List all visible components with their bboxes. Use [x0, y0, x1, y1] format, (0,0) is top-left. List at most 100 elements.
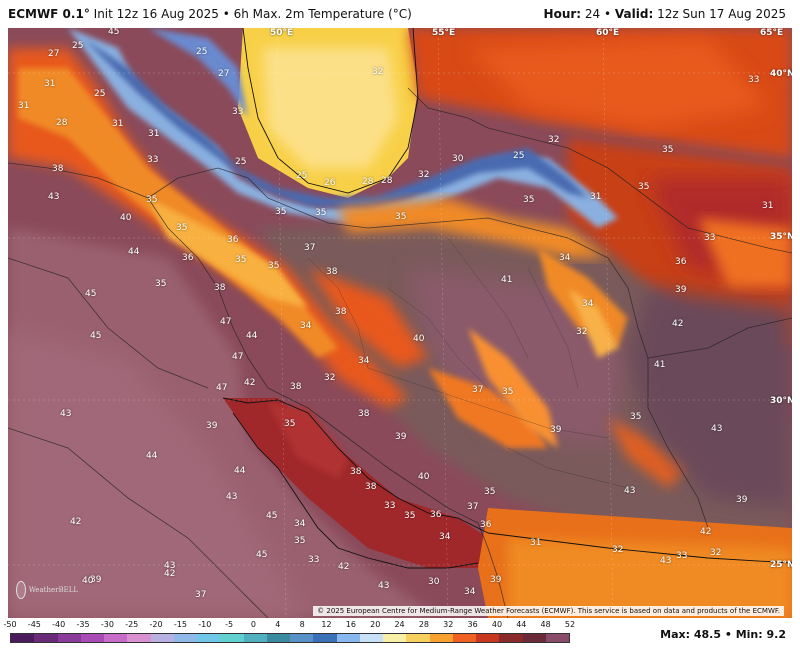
lat-label-35n: 35°N — [770, 232, 792, 242]
temp-label: 38 — [290, 382, 302, 392]
temp-label: 26 — [324, 178, 336, 188]
temp-label: 35 — [502, 387, 514, 397]
temp-label: 35 — [315, 208, 327, 218]
temp-label: 32 — [324, 373, 336, 383]
temp-label: 39 — [550, 425, 562, 435]
colorbar-swatch — [220, 634, 244, 642]
temp-label: 35 — [404, 511, 416, 521]
temp-label: 25 — [235, 157, 247, 167]
colorbar-swatch — [313, 634, 337, 642]
province-borders — [307, 237, 629, 489]
temp-label: 38 — [335, 307, 347, 317]
colorbar-tick-label: 20 — [370, 620, 381, 629]
temp-label: 42 — [338, 562, 350, 572]
temp-label: 35 — [484, 487, 496, 497]
colorbar-tick-label: 44 — [516, 620, 527, 629]
colorbar-swatch — [11, 634, 35, 642]
temp-label: 42 — [672, 319, 684, 329]
colorbar-tick-label: 4 — [275, 620, 281, 629]
valid-time: 12z Sun 17 Aug 2025 — [657, 7, 786, 21]
temp-label: 28 — [381, 176, 393, 186]
temp-label: 37 — [467, 502, 479, 512]
temp-label: 35 — [284, 419, 296, 429]
colorbar-swatch — [359, 634, 383, 642]
temperature-map[interactable]: 50°E 55°E 60°E 65°E 40°N 35°N 30°N 25°N … — [8, 28, 792, 618]
temp-label: 45 — [108, 28, 120, 37]
temp-label: 34 — [358, 356, 370, 366]
colorbar-tick-label: 0 — [250, 620, 257, 629]
lon-label-60e: 60°E — [596, 28, 620, 38]
temp-label: 45 — [256, 550, 268, 560]
colorbar-tick-label: -10 — [198, 620, 212, 629]
temp-label: 32 — [576, 327, 588, 337]
colorbar-tick-label: -45 — [27, 620, 41, 629]
temp-label: 45 — [266, 511, 278, 521]
temp-label: 43 — [60, 409, 72, 419]
temp-label: 31 — [112, 119, 124, 129]
header-right: Hour: 24 • Valid: 12z Sun 17 Aug 2025 — [543, 7, 786, 21]
colorbar-swatch — [429, 634, 453, 642]
temp-label: 40 — [413, 334, 425, 344]
colorbar-tick-label: 8 — [299, 620, 305, 629]
temp-label: 33 — [308, 555, 320, 565]
temp-label: 31 — [762, 201, 774, 211]
init-time: Init 12z 16 Aug 2025 — [93, 7, 219, 21]
temp-label: 42 — [70, 517, 82, 527]
colorbar-swatch — [476, 634, 500, 642]
temp-label: 38 — [350, 467, 362, 477]
temperature-field — [8, 28, 792, 618]
valid-label: Valid: — [614, 7, 654, 21]
colorbar-swatch — [150, 634, 174, 642]
temp-label: 44 — [128, 247, 140, 257]
min-value: 9.2 — [766, 628, 787, 641]
temperature-colorbar: -50 -45 -40 -35 -30 -25 -20 -15 -10 -5 0 4 8 12 16 20 24… — [3, 620, 575, 650]
temp-label: 42 — [164, 569, 176, 579]
temp-label: 34 — [464, 587, 476, 597]
temp-label: 25 — [94, 89, 106, 99]
temp-label: 42 — [700, 527, 712, 537]
temp-label: 35 — [275, 207, 287, 217]
colorbar-swatch — [266, 634, 290, 642]
colorbar-swatch — [499, 634, 523, 642]
temp-label: 35 — [176, 223, 188, 233]
colorbar-tick-label: 40 — [491, 620, 503, 629]
min-label: Min: — [735, 628, 763, 641]
colorbar-swatch — [197, 634, 221, 642]
temp-label: 40 — [82, 576, 94, 586]
temp-label: 35 — [662, 145, 674, 155]
colorbar-tick-label: 24 — [394, 620, 405, 629]
colorbar-tick-label: -50 — [3, 620, 17, 629]
temp-label: 35 — [395, 212, 407, 222]
lat-label-25n: 25°N — [770, 560, 792, 570]
temp-label: 38 — [365, 482, 377, 492]
temp-label: 39 — [206, 421, 218, 431]
lon-label-55e: 55°E — [432, 28, 456, 38]
coastlines — [222, 28, 792, 569]
temp-label: 25 — [296, 171, 308, 181]
colorbar-tick-label: -20 — [149, 620, 163, 629]
colorbar-tick-label: -5 — [225, 620, 234, 629]
logo-text: WeatherBELL — [28, 586, 78, 594]
temp-label: 35 — [630, 412, 642, 422]
colorbar-swatch — [452, 634, 476, 642]
temp-label: 44 — [246, 331, 258, 341]
temp-label: 37 — [195, 590, 207, 600]
temp-label: 33 — [232, 107, 244, 117]
colorbar-tick-label: -25 — [125, 620, 139, 629]
temp-label: 35 — [146, 195, 158, 205]
temp-label: 25 — [196, 47, 208, 57]
temp-label: 34 — [582, 299, 594, 309]
temp-label: 42 — [244, 378, 256, 388]
temp-label: 36 — [480, 520, 492, 530]
colorbar-tick-label: 48 — [540, 620, 551, 629]
colorbar-tick-label: -15 — [173, 620, 187, 629]
temp-label: 43 — [624, 486, 636, 496]
lon-label-50e: 50°E — [270, 28, 294, 38]
temp-label: 27 — [218, 69, 230, 79]
lat-label-40n: 40°N — [770, 69, 792, 79]
temp-label: 33 — [676, 551, 688, 561]
temp-label: 39 — [395, 432, 407, 442]
temp-label: 30 — [428, 577, 440, 587]
temp-label: 47 — [216, 383, 228, 393]
temp-label: 47 — [232, 352, 244, 362]
